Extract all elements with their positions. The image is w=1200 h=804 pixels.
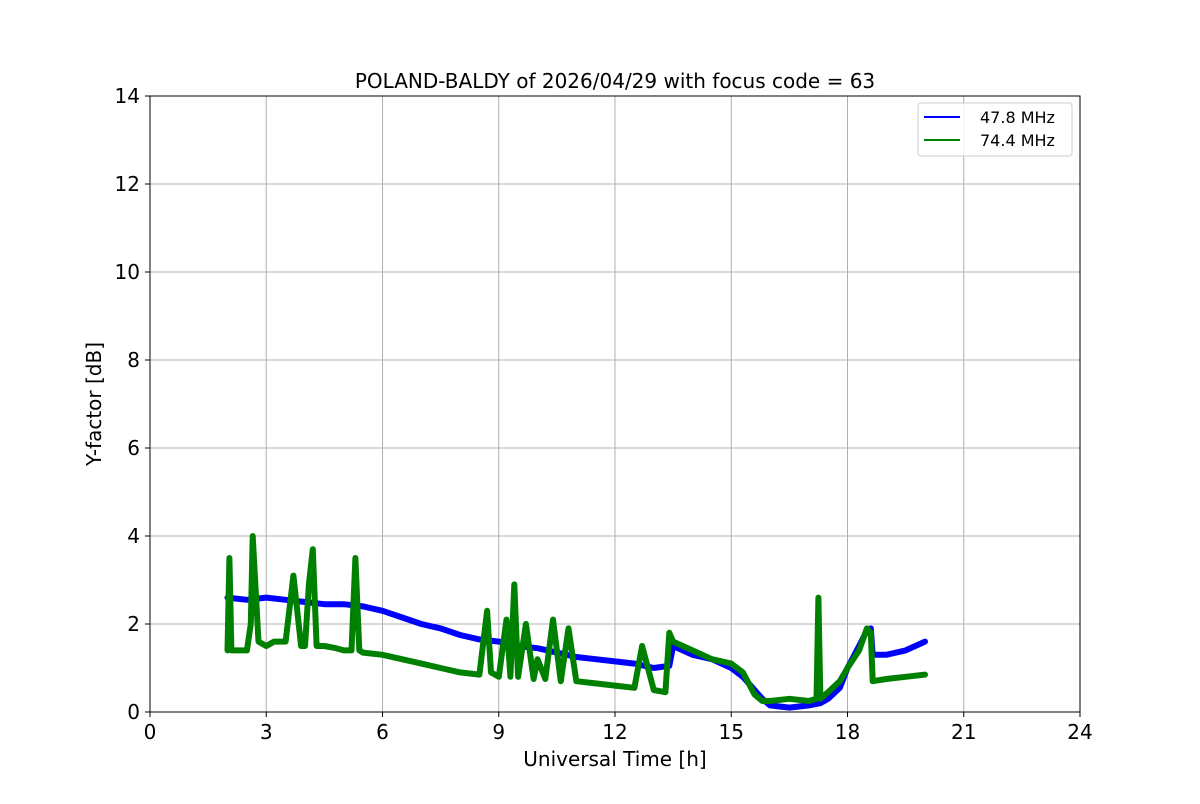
x-tick-label: 0 [144, 720, 157, 744]
legend-label: 47.8 MHz [980, 108, 1055, 127]
legend-label: 74.4 MHz [980, 131, 1055, 150]
y-tick-label: 12 [115, 172, 140, 196]
x-tick-label: 6 [376, 720, 389, 744]
y-tick-label: 8 [127, 348, 140, 372]
legend: 47.8 MHz 74.4 MHz [917, 102, 1073, 157]
x-tick-label: 3 [260, 720, 273, 744]
series-layer [224, 533, 928, 711]
series-line-2 [224, 533, 928, 704]
x-tick-label: 12 [602, 720, 627, 744]
x-tick-label: 15 [719, 720, 744, 744]
y-axis-label: Y-factor [dB] [82, 342, 106, 467]
x-tick-label: 21 [951, 720, 976, 744]
x-tick-label: 24 [1067, 720, 1092, 744]
y-tick-label: 0 [127, 700, 140, 724]
y-tick-label: 6 [127, 436, 140, 460]
y-tick-label: 10 [115, 260, 140, 284]
y-tick-label: 14 [115, 84, 140, 108]
chart-title: POLAND-BALDY of 2026/04/29 with focus co… [355, 69, 875, 93]
y-tick-label: 2 [127, 612, 140, 636]
x-tick-label: 18 [835, 720, 860, 744]
x-axis-label: Universal Time [h] [523, 747, 706, 771]
x-tick-label: 9 [492, 720, 505, 744]
y-tick-label: 4 [127, 524, 140, 548]
